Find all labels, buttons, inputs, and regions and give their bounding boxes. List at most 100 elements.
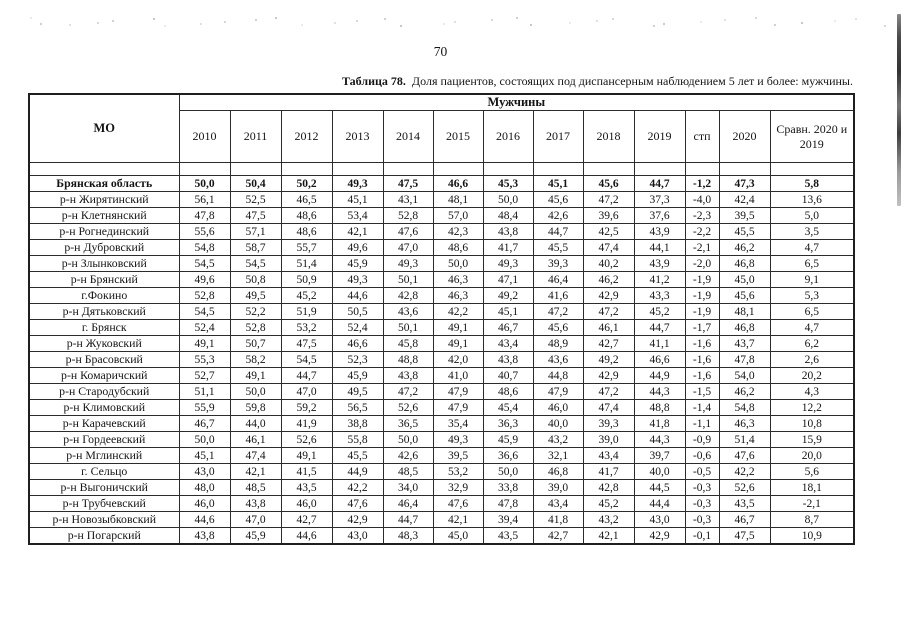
value-cell: 43,1	[382, 191, 434, 208]
row-label: р-н Комаричский	[28, 367, 180, 384]
value-cell: -4,0	[684, 191, 720, 208]
value-cell: 52,7	[178, 367, 231, 384]
value-cell: 43,0	[331, 527, 384, 545]
value-cell: 36,5	[382, 415, 434, 432]
noise-dot	[400, 25, 402, 27]
value-cell: -1,6	[684, 335, 720, 352]
value-cell: 49,5	[331, 383, 384, 400]
value-cell: 43,0	[633, 511, 686, 528]
value-cell: 45,9	[229, 527, 282, 545]
value-cell: 39,3	[582, 415, 635, 432]
value-cell: 45,9	[482, 431, 534, 448]
value-cell: 41,7	[582, 463, 635, 480]
noise-dot	[275, 17, 277, 19]
value-cell: 46,3	[432, 271, 484, 288]
value-cell: 43,5	[718, 495, 771, 512]
noise-dot	[334, 22, 336, 24]
table-row: р-н Брянский 49,6 50,8 50,9 49,3 50,1 46,3 47,1…	[28, 271, 855, 288]
value-cell: 5,0	[769, 207, 855, 224]
value-cell: 2,6	[769, 351, 855, 368]
value-cell: 49,3	[331, 175, 384, 192]
value-cell: -2,3	[684, 207, 720, 224]
table-caption-label: Таблица 78.	[341, 74, 406, 88]
value-cell: 43,2	[582, 511, 635, 528]
value-cell: 44,8	[532, 367, 584, 384]
value-cell: 45,4	[482, 399, 534, 416]
value-cell: 47,3	[718, 175, 771, 192]
value-cell: 40,0	[532, 415, 584, 432]
value-cell: 52,5	[229, 191, 282, 208]
value-cell: 4,7	[769, 239, 855, 256]
value-cell: 36,3	[482, 415, 534, 432]
value-cell: 45,6	[532, 191, 584, 208]
value-cell: 46,1	[582, 319, 635, 336]
value-cell: 41,6	[532, 287, 584, 304]
value-cell: 44,0	[229, 415, 282, 432]
value-cell: 59,2	[280, 399, 333, 416]
value-cell: 54,8	[718, 399, 771, 416]
value-cell: 50,9	[280, 271, 333, 288]
value-cell: 53,2	[432, 463, 484, 480]
value-cell: 49,3	[482, 255, 534, 272]
value-cell: -2,1	[769, 495, 855, 512]
value-cell: -0,3	[684, 495, 720, 512]
value-cell: 45,5	[532, 239, 584, 256]
value-cell: 46,3	[432, 287, 484, 304]
page-number: 70	[433, 44, 448, 59]
spacer-cell	[178, 162, 231, 176]
value-cell: 50,0	[382, 431, 434, 448]
value-cell: 56,1	[178, 191, 231, 208]
value-cell: -1,9	[684, 303, 720, 320]
spacer-cell	[229, 162, 282, 176]
spacer-cell	[432, 162, 484, 176]
value-cell: 43,8	[382, 367, 434, 384]
value-cell: 49,3	[432, 431, 484, 448]
value-cell: 49,2	[482, 287, 534, 304]
value-cell: 50,7	[229, 335, 282, 352]
value-cell: 50,8	[229, 271, 282, 288]
value-cell: 50,1	[382, 319, 434, 336]
value-cell: 42,5	[582, 223, 635, 240]
table-row: р-н Злынковский 54,5 54,5 51,4 45,9 49,3 50,0 4…	[28, 255, 855, 272]
value-cell: 55,7	[280, 239, 333, 256]
value-cell: 43,2	[532, 431, 584, 448]
value-cell: 42,1	[582, 527, 635, 545]
row-label: р-н Новозыбковский	[28, 511, 180, 528]
value-cell: 45,1	[482, 303, 534, 320]
value-cell: 42,0	[432, 351, 484, 368]
value-cell: 47,4	[582, 239, 635, 256]
value-cell: 6,5	[769, 303, 855, 320]
value-cell: 49,2	[582, 351, 635, 368]
value-cell: 46,6	[331, 335, 384, 352]
value-cell: 47,5	[280, 335, 333, 352]
value-cell: 44,5	[633, 479, 686, 496]
value-cell: 46,8	[718, 319, 771, 336]
value-cell: 51,4	[718, 431, 771, 448]
column-header: Сравн. 2020 и 2019	[769, 110, 855, 163]
value-cell: 43,7	[718, 335, 771, 352]
value-cell: 47,4	[582, 399, 635, 416]
value-cell: 46,3	[718, 415, 771, 432]
value-cell: 54,5	[229, 255, 282, 272]
value-cell: 50,0	[229, 383, 282, 400]
value-cell: -0,9	[684, 431, 720, 448]
value-cell: 43,8	[229, 495, 282, 512]
value-cell: 44,7	[532, 223, 584, 240]
value-cell: 45,5	[718, 223, 771, 240]
value-cell: 50,1	[382, 271, 434, 288]
column-header: 2011	[229, 110, 282, 163]
value-cell: 47,0	[280, 383, 333, 400]
value-cell: -2,2	[684, 223, 720, 240]
column-header: 2019	[633, 110, 686, 163]
value-cell: 18,1	[769, 479, 855, 496]
value-cell: 47,9	[532, 383, 584, 400]
value-cell: 42,4	[718, 191, 771, 208]
value-cell: 58,2	[229, 351, 282, 368]
value-cell: -1,9	[684, 287, 720, 304]
value-cell: 43,6	[382, 303, 434, 320]
value-cell: 34,0	[382, 479, 434, 496]
value-cell: 43,8	[482, 223, 534, 240]
table-row: р-н Гордеевский 50,0 46,1 52,6 55,8 50,0 49,3 4…	[28, 431, 855, 448]
value-cell: 48,3	[382, 527, 434, 545]
value-cell: 53,4	[331, 207, 384, 224]
